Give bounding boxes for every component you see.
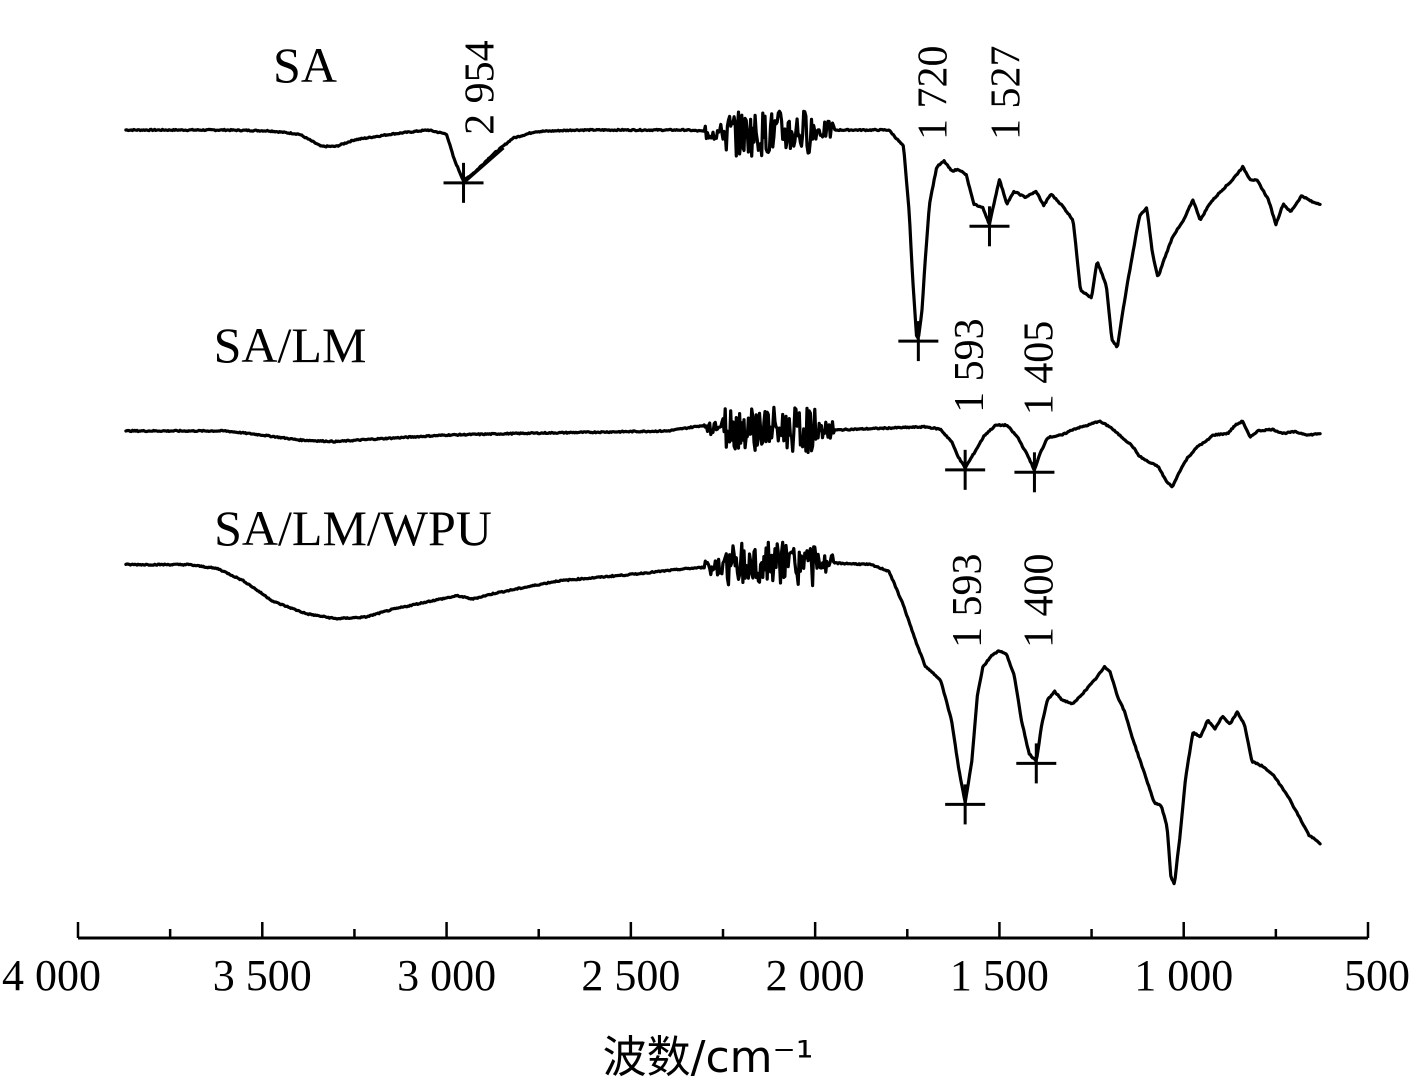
x-axis: 4 000 3 500 3 000 2 500 2 000 1 500 1 000 500: [2, 922, 1410, 1000]
series-line-1: [124, 109, 1322, 349]
series-line-3: [124, 540, 1322, 886]
peak-leader-line: [462, 146, 505, 184]
peak-label-4: 1 593: [947, 318, 993, 412]
series-label-3: SA/LM/WPU: [214, 500, 492, 556]
peak-label-6: 1 593: [945, 554, 991, 648]
x-tick-label: 1 000: [1134, 951, 1233, 1000]
peak-label-2: 1 720: [910, 46, 956, 140]
x-tick-label: 500: [1344, 951, 1410, 1000]
series-label-1: SA: [273, 37, 337, 93]
x-tick-label: 3 500: [213, 951, 312, 1000]
x-tick-label: 4 000: [2, 951, 101, 1000]
x-tick-label: 2 500: [581, 951, 680, 1000]
x-tick-label: 2 000: [766, 951, 865, 1000]
series-line-2: [124, 405, 1322, 489]
series-labels: SA SA/LM SA/LM/WPU: [214, 37, 492, 556]
peak-label-1: 2 954: [458, 40, 504, 135]
x-axis-label: 波数/cm⁻¹: [603, 1032, 814, 1083]
peak-label-3: 1 527: [983, 46, 1029, 141]
spectra-group: [124, 109, 1322, 886]
peak-label-7: 1 400: [1016, 554, 1062, 649]
x-tick-label: 3 000: [397, 951, 496, 1000]
peak-label-5: 1 405: [1016, 321, 1062, 416]
series-label-2: SA/LM: [214, 317, 367, 373]
x-tick-label: 1 500: [950, 951, 1049, 1000]
peak-annotations: 2 954 1 720 1 527 1 593 1 405 1 593 1 400: [443, 40, 1062, 825]
